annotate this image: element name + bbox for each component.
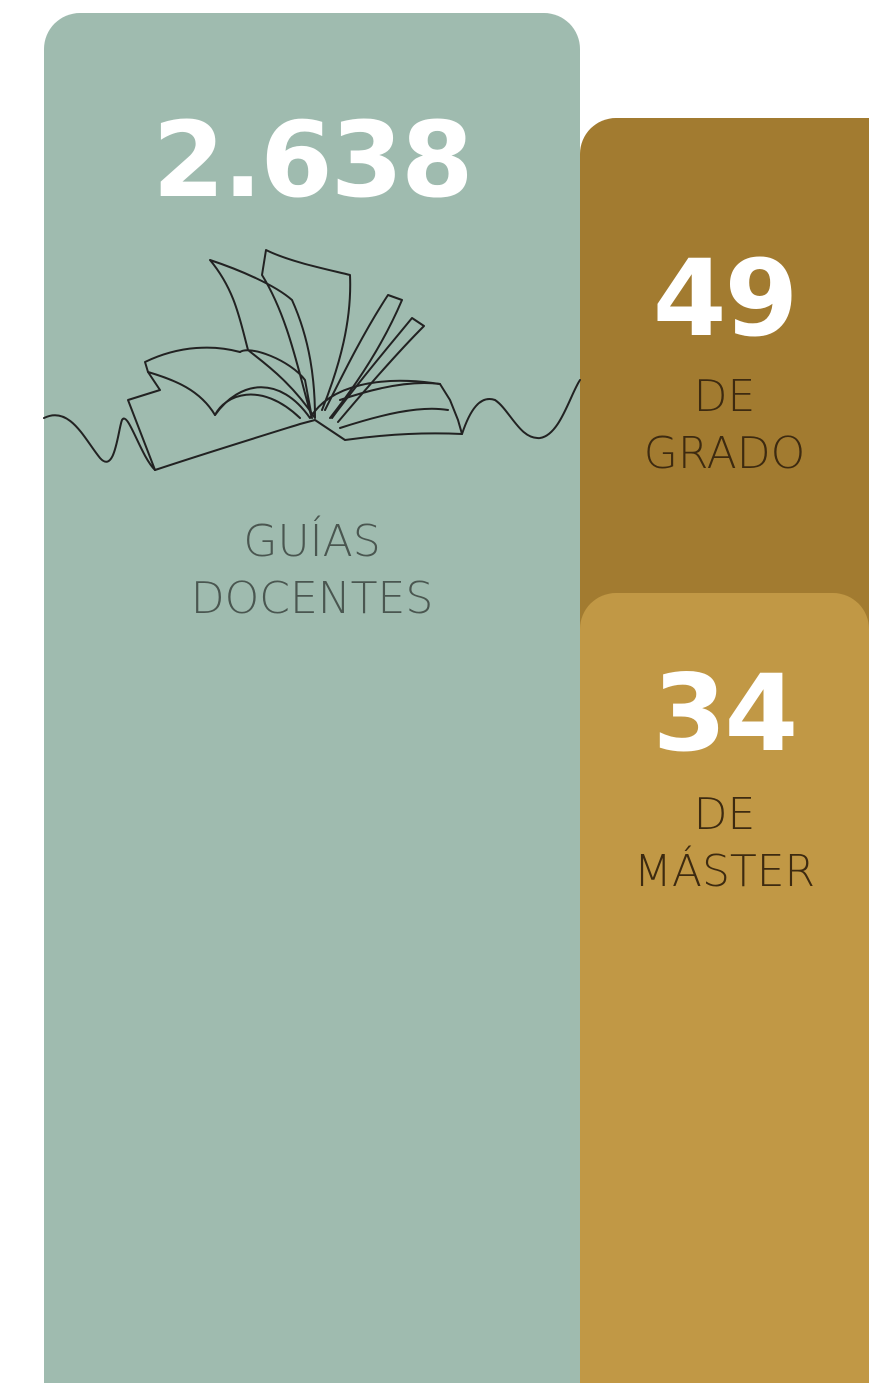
book-page	[209, 259, 316, 419]
card-value: 49	[652, 237, 799, 360]
book-page	[239, 249, 352, 419]
card-value: 2.638	[152, 99, 474, 221]
card-label: DE MÁSTER	[580, 786, 869, 900]
book-page	[339, 407, 449, 429]
label-line: GRADO	[643, 428, 806, 479]
wave-line	[461, 379, 581, 440]
label-line: DE	[693, 789, 756, 840]
label-line: MÁSTER	[633, 846, 816, 897]
book-cover-left	[127, 346, 241, 471]
book-illustration	[43, 249, 581, 471]
book-cover-right	[154, 381, 463, 471]
wave-line	[43, 414, 156, 471]
label-line: DOCENTES	[190, 573, 434, 624]
card-value: 34	[652, 652, 799, 775]
card-label: DE GRADO	[580, 368, 869, 482]
label-line: GUÍAS	[243, 516, 381, 567]
book-page	[331, 317, 425, 423]
card-grado: 49 DE GRADO	[580, 118, 869, 638]
book-page	[147, 371, 441, 419]
book-page	[324, 294, 403, 419]
card-label: GUÍAS DOCENTES	[44, 513, 580, 627]
card-guias: 2.638 GUÍAS DOCENTES	[44, 13, 580, 1383]
book-page	[214, 393, 301, 419]
label-line: DE	[693, 371, 756, 422]
card-master: 34 DE MÁSTER	[580, 593, 869, 1383]
